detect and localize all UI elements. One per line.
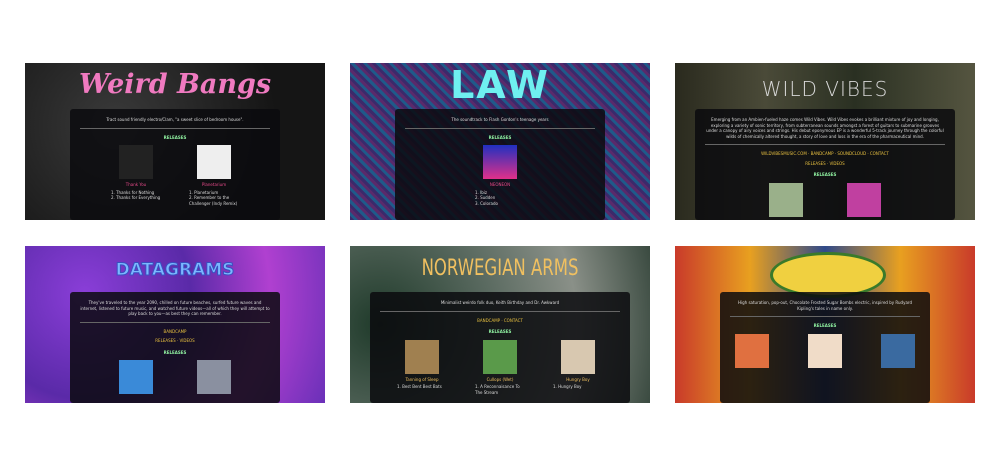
site-title: LAW xyxy=(450,63,550,107)
site-thumbnail: High saturation, pop-out, Chocolate Fros… xyxy=(675,246,975,403)
release-list: NEONEON 1. Ibiz 2. Sudden 3. Colorado xyxy=(405,145,595,206)
tagline: Minimalist weirdo folk duo, Keith Birthd… xyxy=(440,300,560,305)
divider xyxy=(730,316,920,317)
release-name: Planetarium xyxy=(201,182,227,187)
site-title: NORWEGIAN ARMS xyxy=(421,256,579,281)
tagline: Tract sound friendly electro/Clam, "a sw… xyxy=(106,117,244,122)
tagline: They've traveled to the year 2090, chill… xyxy=(80,300,270,316)
site-thumbnail: WILD VIBES Emerging from an Ambien-fueled… xyxy=(675,63,975,220)
tagline: Emerging from an Ambien-fueled haze come… xyxy=(706,117,944,139)
section-heading: RELEASES xyxy=(488,134,512,140)
album-cover xyxy=(847,182,881,217)
divider xyxy=(405,127,595,129)
release: Hungry Boy 1. Hungry Boy xyxy=(553,339,603,396)
release-list: Tanning of Sleep 1. Best Bent Best Bats Cu… xyxy=(380,339,620,396)
nav-links: BANDCAMP · CONTACT xyxy=(477,317,523,323)
release-list xyxy=(730,333,920,371)
site-title: WILD VIBES xyxy=(761,77,889,101)
release xyxy=(730,333,775,371)
content-panel: High saturation, pop-out, Chocolate Fros… xyxy=(720,292,930,403)
album-cover xyxy=(119,145,153,179)
release xyxy=(803,333,848,371)
release xyxy=(839,182,889,220)
release xyxy=(111,360,161,397)
content-panel: Minimalist weirdo folk duo, Keith Birthd… xyxy=(370,292,630,403)
site-title: DATAGRAMS xyxy=(115,260,235,281)
section-heading: RELEASES xyxy=(163,134,187,140)
tagline: The soundtrack to Flash Gordon's teenage… xyxy=(451,117,549,122)
track: 1. Best Bent Best Bats xyxy=(397,384,442,389)
album-cover xyxy=(769,182,803,217)
divider xyxy=(380,310,620,312)
track: 2. Sudden xyxy=(475,195,496,200)
content-panel: They've traveled to the year 2090, chill… xyxy=(70,292,280,403)
site-title: Weird Bangs xyxy=(78,69,272,100)
release xyxy=(875,333,920,371)
album-cover xyxy=(483,339,517,374)
section-heading: RELEASES xyxy=(163,349,187,355)
album-cover xyxy=(561,339,595,374)
release: Planetarium 1. Planetarium 2. Remember to … xyxy=(189,145,239,206)
release-name: Hungry Boy xyxy=(566,376,590,382)
release: Tanning of Sleep 1. Best Bent Best Bats xyxy=(397,339,447,396)
release-name: Thank You xyxy=(125,182,147,187)
nav-links: RELEASES · VIDEOS xyxy=(805,160,845,166)
release: Thank You 1. Thanks for Nothing 2. Thanks … xyxy=(111,145,161,206)
divider xyxy=(705,144,945,145)
track: 1. Hungry Boy xyxy=(553,384,582,389)
nav-links: WILDVIBESMUSIC.COM · BANDCAMP · SOUNDCLO… xyxy=(761,151,889,156)
tagline: High saturation, pop-out, Chocolate Fros… xyxy=(737,300,913,311)
track: 1. Ibiz xyxy=(475,189,488,195)
release: Cullops (Wet) 1. A Reconnaisance To The S… xyxy=(475,339,525,396)
track: 3. Colorado xyxy=(475,200,498,206)
album-cover xyxy=(483,145,517,179)
divider xyxy=(80,321,270,323)
release-name: Tanning of Sleep xyxy=(405,376,439,382)
section-heading: RELEASES xyxy=(813,323,837,328)
nav-links: RELEASES · VIDEOS xyxy=(155,338,195,343)
section-heading: RELEASES xyxy=(488,329,512,334)
divider xyxy=(80,127,270,129)
album-cover xyxy=(880,333,915,368)
release-list: Thank You 1. Thanks for Nothing 2. Thanks … xyxy=(80,145,270,206)
album-cover xyxy=(405,339,439,374)
content-panel: Tract sound friendly electro/Clam, "a sw… xyxy=(70,109,280,220)
nav-links: BANDCAMP xyxy=(163,328,187,334)
track: 1. Planetarium xyxy=(189,189,219,195)
site-thumbnail: LAW The soundtrack to Flash Gordon's teen… xyxy=(350,63,650,220)
release xyxy=(761,182,811,220)
site-thumbnail: Weird Bangs Tract sound friendly electro/… xyxy=(25,63,325,220)
track: 2. Thanks for Everything xyxy=(111,195,161,200)
release-list xyxy=(80,360,270,397)
album-cover xyxy=(119,360,153,394)
content-panel: The soundtrack to Flash Gordon's teenage… xyxy=(395,109,605,220)
album-cover xyxy=(197,360,231,394)
site-thumbnail: NORWEGIAN ARMS Minimalist weirdo folk duo… xyxy=(350,246,650,403)
release-name: NEONEON xyxy=(489,182,511,187)
track: 1. A Reconnaisance To The Stream xyxy=(475,384,520,395)
track: 1. Thanks for Nothing xyxy=(111,189,155,195)
thumbnail-grid: Weird Bangs Tract sound friendly electro/… xyxy=(25,63,975,403)
release xyxy=(189,360,239,397)
site-thumbnail: DATAGRAMS They've traveled to the year 20… xyxy=(25,246,325,403)
album-cover xyxy=(197,145,231,179)
track: 2. Remember to the Challenger (Indy Remi… xyxy=(189,195,238,206)
release-list xyxy=(705,182,945,220)
release: NEONEON 1. Ibiz 2. Sudden 3. Colorado xyxy=(475,145,525,206)
album-cover xyxy=(808,333,842,368)
section-heading: RELEASES xyxy=(813,172,837,177)
release-name: Cullops (Wet) xyxy=(486,376,514,382)
content-panel: Emerging from an Ambien-fueled haze come… xyxy=(695,109,955,220)
album-cover xyxy=(735,333,770,368)
